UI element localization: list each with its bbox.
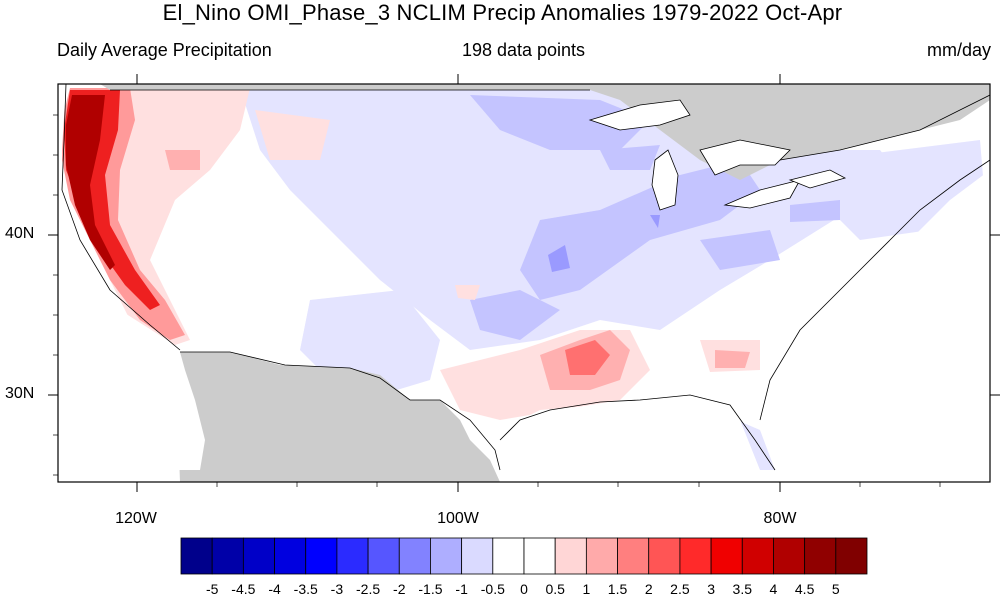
colorbar-swatch	[398, 537, 431, 575]
gulf-of-mexico	[500, 395, 760, 482]
colorbar-swatch	[430, 537, 463, 575]
colorbar-swatch	[305, 537, 338, 575]
colorbar-label: 4	[770, 581, 778, 597]
negative-anomaly-strong	[548, 215, 660, 272]
colorbar-label: 4.5	[795, 581, 815, 597]
map-frame	[57, 83, 991, 483]
axis-ticks	[48, 74, 1000, 492]
colorbar-label: -1	[455, 581, 468, 597]
colorbar-swatch	[773, 537, 806, 575]
west-coast-anomaly	[62, 88, 185, 340]
colorbar-swatch	[180, 537, 213, 575]
colorbar-label: 5	[832, 581, 840, 597]
colorbar-label: 0.5	[545, 581, 565, 597]
axis-minor-ticks	[53, 114, 941, 487]
colorbar-label: 3.5	[733, 581, 753, 597]
lat-label-40n: 40N	[5, 225, 35, 242]
colorbar-swatch	[211, 537, 244, 575]
map-field	[58, 84, 990, 482]
lon-label-80w: 80W	[763, 510, 797, 527]
colorbar-swatch	[585, 537, 618, 575]
colorbar-swatch	[461, 537, 494, 575]
colorbar-swatch	[648, 537, 681, 575]
variable-label: Daily Average Precipitation	[57, 40, 272, 60]
negative-anomaly-medium	[470, 95, 840, 340]
lon-label-120w: 120W	[115, 510, 157, 527]
colorbar-swatch	[242, 537, 275, 575]
colorbar-swatch	[679, 537, 712, 575]
pacific-ocean	[58, 84, 180, 482]
units-label: mm/day	[926, 40, 991, 60]
colorbar-label: 1	[582, 581, 590, 597]
atlantic-ocean	[760, 170, 990, 482]
data-count-label: 198 data points	[461, 40, 586, 60]
colorbar-label: 1.5	[608, 581, 628, 597]
colorbar-label: 0	[520, 581, 528, 597]
colorbar-label: -3	[331, 581, 344, 597]
colorbar-swatch	[336, 537, 369, 575]
colorbar-label: 2	[645, 581, 653, 597]
colorbar-swatch	[367, 537, 400, 575]
colorbar-swatch	[741, 537, 774, 575]
colorbar-swatch	[710, 537, 743, 575]
colorbar-swatch	[554, 537, 587, 575]
great-lakes	[588, 99, 847, 211]
colorbar-label: -0.5	[481, 581, 505, 597]
colorbar-label: -4	[268, 581, 281, 597]
colorbar-label: -1.5	[418, 581, 442, 597]
colorbar-label: -3.5	[294, 581, 318, 597]
positive-anomaly-strong	[565, 340, 610, 375]
colorbar-label: 2.5	[670, 581, 690, 597]
colorbar-label: -2.5	[356, 581, 380, 597]
lat-label-30n: 30N	[5, 385, 35, 402]
colorbar-swatch	[804, 537, 837, 575]
colorbar-label: 3	[707, 581, 715, 597]
colorbar-swatch	[835, 537, 868, 575]
coastlines	[61, 84, 990, 471]
colorbar-swatch	[274, 537, 307, 575]
colorbar-label: -2	[393, 581, 406, 597]
lon-label-100w: 100W	[437, 510, 479, 527]
colorbar-swatch	[523, 537, 556, 575]
colorbar: -5 -4.5 -4 -3.5 -3 -2.5 -2 -1.5 -1 -0.5 0 0.5 1 1.5 2 2…	[180, 537, 868, 597]
colorbar-label: -5	[206, 581, 219, 597]
colorbar-label: -4.5	[231, 581, 255, 597]
map-title: El_Nino OMI_Phase_3 NCLIM Precip Anomali…	[162, 0, 843, 25]
colorbar-swatch	[617, 537, 650, 575]
colorbar-swatch	[492, 537, 525, 575]
